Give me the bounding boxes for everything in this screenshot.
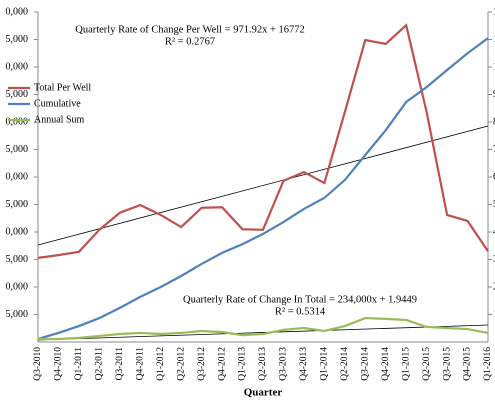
trendline <box>37 324 489 341</box>
x-tick-label: Q1-2011 <box>74 347 84 381</box>
y2-tick-label: 3 <box>493 254 495 265</box>
y-tick-label: 0,000 <box>6 226 29 237</box>
x-tick-label: Q3-2015 <box>442 347 452 381</box>
x-tick-label: Q4-2013 <box>299 347 309 381</box>
y2-tick-label: 1 <box>493 34 495 45</box>
series-line <box>37 37 489 341</box>
x-tick-label: Q1-2015 <box>401 347 411 381</box>
x-tick-label: Q2-2014 <box>340 347 350 381</box>
y2-tick-label: 2 <box>493 281 495 292</box>
y-tick-label: 0,000 <box>6 6 29 17</box>
x-tick-label: Q1-2013 <box>238 347 248 381</box>
annotation: Quarterly Rate of Change In Total = 234,… <box>183 294 417 305</box>
x-tick-label: Q4-2014 <box>381 347 391 381</box>
y-tick-label: 5,000 <box>6 144 29 155</box>
y-tick-label: 5,000 <box>6 89 29 100</box>
x-tick-label: Q3-2012 <box>197 347 207 381</box>
x-tick-label: Q1-2012 <box>156 347 166 381</box>
y2-tick-label: 1 <box>493 61 495 72</box>
annotation: R² = 0.5314 <box>275 306 326 317</box>
x-tick-label: Q3-2014 <box>360 347 370 381</box>
x-tick-label: Q3-2011 <box>115 347 125 381</box>
series-line <box>37 23 489 259</box>
y-tick-label: 0,000 <box>6 116 29 127</box>
y2-tick-label: 6 <box>493 171 495 182</box>
y-tick-label: 5,000 <box>6 199 29 210</box>
legend-label: Annual Sum <box>34 114 85 125</box>
series-line <box>38 316 489 341</box>
x-tick-label: Q4-2012 <box>217 347 227 381</box>
y-tick-label: 5,000 <box>6 34 29 45</box>
y-tick-label: 5,000 <box>6 254 29 265</box>
x-tick-label: Q3-2010 <box>33 347 43 381</box>
y2-tick-label: 9 <box>493 89 495 100</box>
x-tick-label: Q1-2014 <box>320 347 330 381</box>
y-tick-label: 0,000 <box>6 281 29 292</box>
x-tick-label: Q3-2013 <box>279 347 289 381</box>
y2-tick-label: 8 <box>493 116 495 127</box>
x-tick-label: Q1-2016 <box>483 347 493 381</box>
y-tick-label: 0,000 <box>6 61 29 72</box>
x-axis-label: Quarter <box>244 387 283 399</box>
x-tick-label: Q2-2011 <box>95 347 105 381</box>
x-tick-label: Q2-2013 <box>258 347 268 381</box>
y-tick-label: 5,000 <box>6 309 29 320</box>
x-tick-label: Q4-2010 <box>54 347 64 381</box>
y2-tick-label: 4 <box>493 226 495 237</box>
annotation: Quarterly Rate of Change Per Well = 971.… <box>75 24 305 35</box>
legend-label: Cumulative <box>34 98 81 109</box>
y2-tick-label: 1 <box>493 309 495 320</box>
trendline <box>37 125 489 246</box>
y2-tick-label: 7 <box>493 144 495 155</box>
y-tick-label: 0,000 <box>6 171 29 182</box>
annotation: R² = 0.2767 <box>165 36 215 47</box>
x-tick-label: Q4-2015 <box>463 347 473 381</box>
y2-tick-label: 5 <box>493 199 495 210</box>
x-tick-label: Q4-2011 <box>135 347 145 381</box>
legend-label: Total Per Well <box>34 82 91 93</box>
y2-tick-label: 1 <box>493 6 495 17</box>
x-tick-label: Q2-2015 <box>422 347 432 381</box>
x-tick-label: Q2-2012 <box>176 347 186 381</box>
